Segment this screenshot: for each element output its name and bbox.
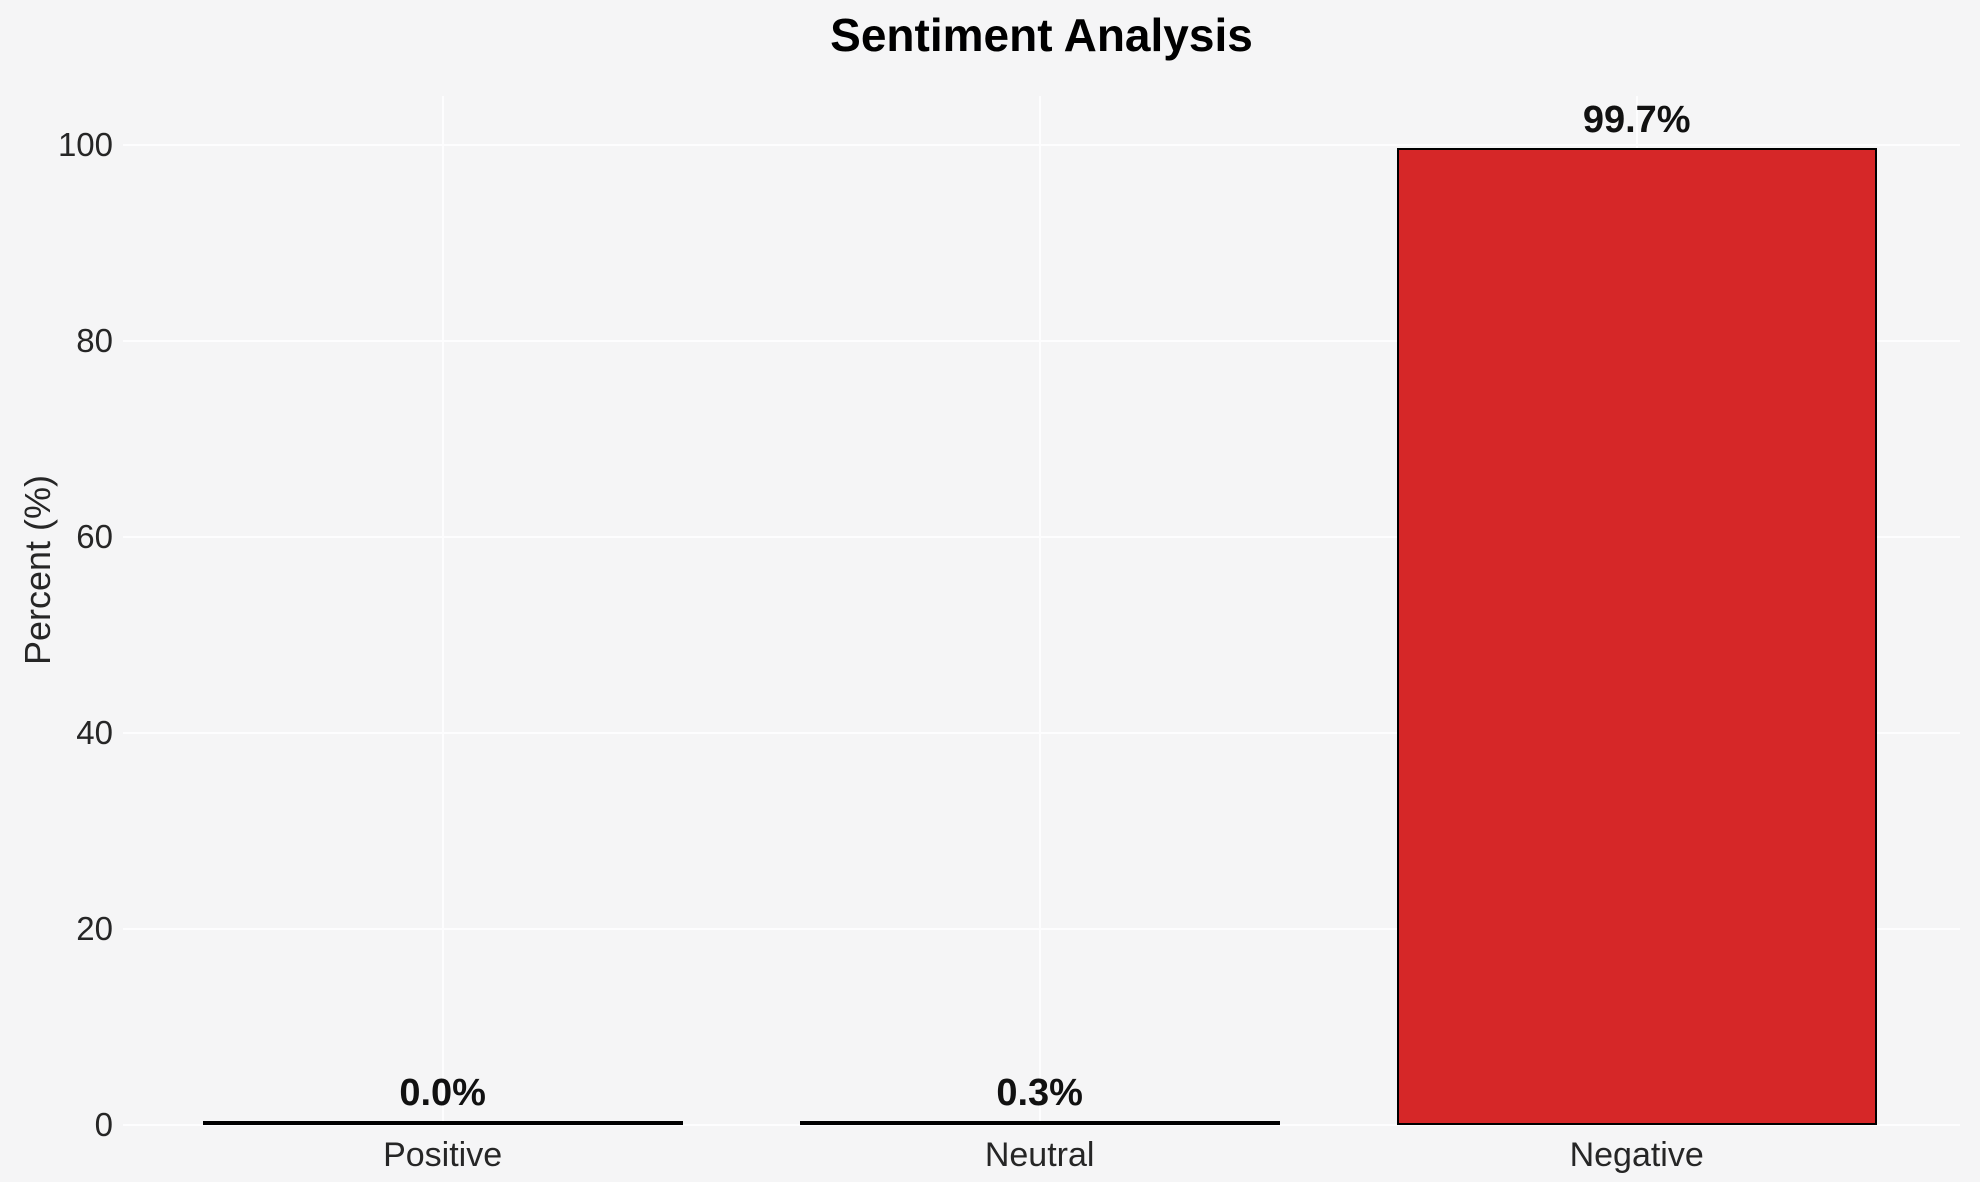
x-tick-label-negative: Negative <box>1569 1136 1704 1174</box>
h-gridline-0 <box>123 1124 1960 1126</box>
chart-title: Sentiment Analysis <box>830 9 1253 61</box>
y-tick-label: 60 <box>76 518 113 555</box>
h-gridline-60 <box>123 536 1960 538</box>
y-axis-label: Percent (%) <box>17 474 58 666</box>
y-tick-label: 40 <box>76 714 113 751</box>
h-gridline-40 <box>123 732 1960 734</box>
bar-neutral <box>799 1121 1280 1125</box>
h-gridline-100 <box>123 144 1960 146</box>
bar-value-label-neutral: 0.3% <box>996 1072 1083 1114</box>
y-tick-label: 0 <box>94 1106 113 1143</box>
y-tick-label: 80 <box>76 322 113 359</box>
v-gridline-neutral <box>1038 96 1041 1125</box>
bar-positive <box>202 1121 683 1125</box>
h-gridline-20 <box>123 928 1960 930</box>
y-tick-label: 20 <box>76 910 113 947</box>
bar-negative <box>1396 147 1877 1125</box>
bar-value-label-positive: 0.0% <box>399 1072 486 1114</box>
y-tick-label: 100 <box>57 126 113 163</box>
h-gridline-80 <box>123 340 1960 342</box>
v-gridline-positive <box>441 96 444 1125</box>
x-tick-label-neutral: Neutral <box>984 1136 1095 1174</box>
x-tick-label-positive: Positive <box>383 1136 503 1174</box>
bar-value-label-negative: 99.7% <box>1582 98 1691 141</box>
